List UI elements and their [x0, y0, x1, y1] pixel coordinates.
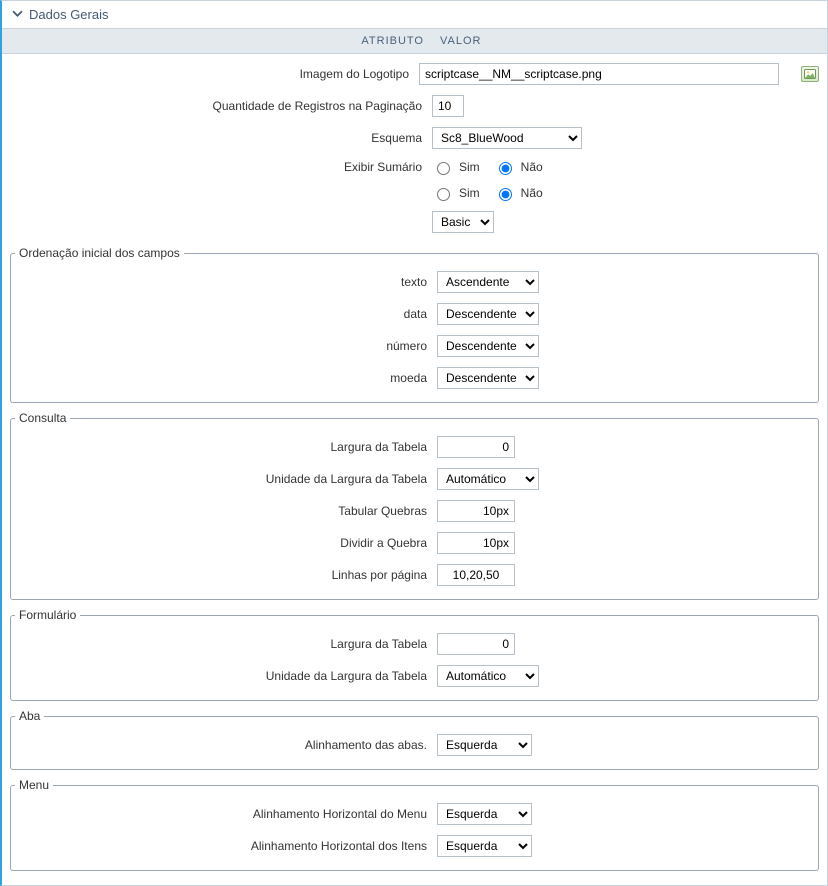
formulario-fieldset: Formulário Largura da Tabela Unidade da …: [10, 608, 819, 701]
consulta-width-input[interactable]: [437, 436, 515, 458]
numero-label: número: [15, 339, 437, 353]
texto-select[interactable]: Ascendente: [437, 271, 539, 293]
form-unit-label: Unidade da Largura da Tabela: [15, 669, 437, 683]
scheme-label: Esquema: [10, 131, 432, 145]
row-scheme: Esquema Sc8_BlueWood: [10, 122, 819, 154]
row-basic: Basic: [10, 206, 819, 238]
menu-fieldset: Menu Alinhamento Horizontal do Menu Esqu…: [10, 778, 819, 871]
records-label: Quantidade de Registros na Paginação: [10, 99, 432, 113]
consulta-unit-label: Unidade da Largura da Tabela: [15, 472, 437, 486]
moeda-label: moeda: [15, 371, 437, 385]
ordering-legend: Ordenação inicial dos campos: [15, 246, 184, 260]
form-width-label: Largura da Tabela: [15, 637, 437, 651]
ordering-fieldset: Ordenação inicial dos campos texto Ascen…: [10, 246, 819, 403]
items-h-select[interactable]: Esquerda: [437, 835, 532, 857]
image-picker-icon[interactable]: [801, 66, 819, 82]
general-data-panel: Dados Gerais ATRIBUTO VALOR Imagem do Lo…: [0, 0, 828, 886]
div-break-label: Dividir a Quebra: [15, 536, 437, 550]
summary2-yes-label: Sim: [459, 186, 480, 200]
panel-header[interactable]: Dados Gerais: [2, 1, 827, 28]
aba-align-select[interactable]: Esquerda: [437, 734, 532, 756]
column-header: ATRIBUTO VALOR: [2, 28, 827, 54]
form-unit-select[interactable]: Automático: [437, 665, 539, 687]
moeda-select[interactable]: Descendente: [437, 367, 539, 389]
items-h-label: Alinhamento Horizontal dos Itens: [15, 839, 437, 853]
summary1-no-radio[interactable]: [499, 162, 512, 175]
aba-legend: Aba: [15, 709, 44, 723]
row-records: Quantidade de Registros na Paginação: [10, 90, 819, 122]
consulta-width-label: Largura da Tabela: [15, 440, 437, 454]
summary1-yes-label: Sim: [459, 160, 480, 174]
summary2-no-label: Não: [521, 186, 543, 200]
basic-select[interactable]: Basic: [432, 211, 494, 233]
div-break-input[interactable]: [437, 532, 515, 554]
row-summary-2: Sim Não: [10, 180, 819, 206]
texto-label: texto: [15, 275, 437, 289]
panel-title: Dados Gerais: [29, 7, 108, 22]
logo-input[interactable]: [419, 63, 779, 85]
data-select[interactable]: Descendente: [437, 303, 539, 325]
summary2-no-radio[interactable]: [499, 188, 512, 201]
numero-select[interactable]: Descendente: [437, 335, 539, 357]
consulta-unit-select[interactable]: Automático: [437, 468, 539, 490]
menu-h-select[interactable]: Esquerda: [437, 803, 532, 825]
aba-align-label: Alinhamento das abas.: [15, 738, 437, 752]
menu-h-label: Alinhamento Horizontal do Menu: [15, 807, 437, 821]
chevron-down-icon: [12, 7, 23, 22]
row-logo: Imagem do Logotipo: [10, 58, 819, 90]
lines-input[interactable]: [437, 564, 515, 586]
row-summary-1: Exibir Sumário Sim Não: [10, 154, 819, 180]
form-width-input[interactable]: [437, 633, 515, 655]
column-header-value: VALOR: [432, 35, 827, 47]
menu-legend: Menu: [15, 778, 53, 792]
tab-breaks-input[interactable]: [437, 500, 515, 522]
summary1-no-label: Não: [521, 160, 543, 174]
summary2-yes-radio[interactable]: [437, 188, 450, 201]
logo-label: Imagem do Logotipo: [10, 67, 419, 81]
data-label: data: [15, 307, 437, 321]
summary1-yes-radio[interactable]: [437, 162, 450, 175]
consulta-fieldset: Consulta Largura da Tabela Unidade da La…: [10, 411, 819, 600]
formulario-legend: Formulário: [15, 608, 80, 622]
tab-breaks-label: Tabular Quebras: [15, 504, 437, 518]
records-input[interactable]: [432, 95, 464, 117]
summary-label: Exibir Sumário: [10, 160, 432, 174]
scheme-select[interactable]: Sc8_BlueWood: [432, 127, 582, 149]
consulta-legend: Consulta: [15, 411, 70, 425]
column-header-attribute: ATRIBUTO: [2, 35, 432, 47]
lines-label: Linhas por página: [15, 568, 437, 582]
aba-fieldset: Aba Alinhamento das abas. Esquerda: [10, 709, 819, 770]
